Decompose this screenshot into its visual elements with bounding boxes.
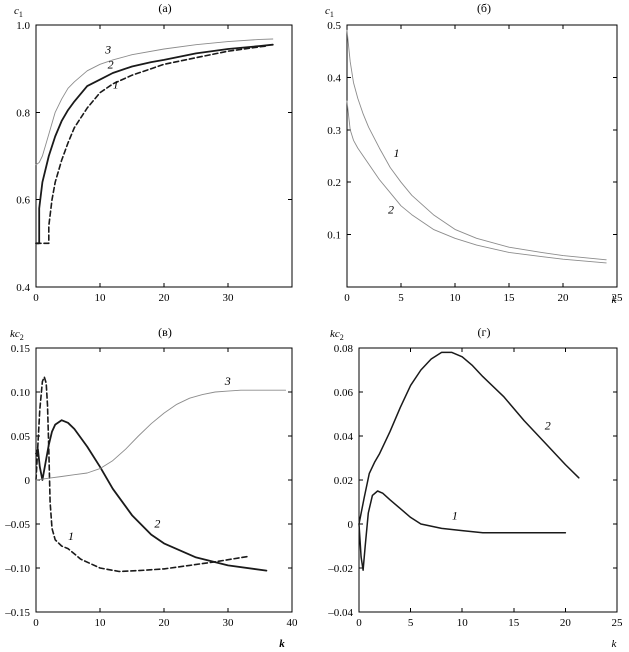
y-tick-label: 0.2: [327, 177, 341, 189]
x-tick-label: 10: [95, 292, 107, 304]
panel-title: (б): [477, 1, 491, 15]
y-tick-label: 1.0: [16, 20, 30, 32]
x-tick-label: 15: [504, 292, 516, 304]
y-tick-label: 0.5: [327, 20, 341, 32]
chart-panel-a: 0 10 20 30 0.4 0.6 0.8 1.0 (а) c1 3 2 1: [14, 1, 293, 304]
x-tick-label: 15: [508, 617, 520, 629]
series-line-2: [358, 351, 580, 525]
y-tick-label: –0.10: [4, 563, 30, 575]
y-tick-label: –0.05: [4, 519, 30, 531]
y-tick-label: 0.6: [16, 195, 30, 207]
series-line-2: [346, 100, 607, 264]
series-line-3: [35, 38, 274, 166]
x-tick-label: 5: [398, 292, 404, 304]
series-line-1: [35, 45, 268, 245]
y-tick-label: 0.4: [327, 72, 341, 84]
y-tick-label: 0.04: [334, 431, 354, 443]
panel-title: (в): [158, 325, 172, 339]
y-tick-label: 0: [25, 475, 31, 487]
y-tick-label: 0.06: [334, 387, 354, 399]
y-tick-label: 0.02: [334, 475, 353, 487]
chart-panel-c: 0 10 20 30 40 –0.15 –0.10 –0.05 0 0.05 0.10 0.15 (в)…: [4, 325, 298, 650]
curve-label-2: 2: [545, 418, 551, 432]
x-tick-label: 20: [159, 617, 171, 629]
curve-label-1: 1: [68, 529, 74, 543]
series-line-3: [35, 389, 287, 481]
series-line-1: [358, 490, 567, 571]
x-axis-label: k: [612, 294, 618, 306]
x-tick-label: 10: [457, 617, 469, 629]
curve-label-3: 3: [224, 374, 231, 388]
curve-label-2: 2: [388, 203, 394, 217]
x-tick-label: 20: [560, 617, 572, 629]
y-axis-label: kc2: [10, 328, 24, 342]
curve-label-1: 1: [393, 146, 399, 160]
y-tick-label: –0.04: [327, 607, 353, 619]
panel-title: (а): [158, 1, 171, 15]
plot-frame: [358, 347, 618, 613]
x-tick-label: 20: [558, 292, 570, 304]
curve-label-1: 1: [113, 77, 119, 91]
y-tick-label: 0.05: [11, 431, 31, 443]
x-axis-label: k: [279, 638, 285, 650]
x-tick-label: 0: [344, 292, 350, 304]
series-line-2: [35, 419, 268, 572]
x-tick-label: 0: [33, 292, 39, 304]
x-axis-label: k: [612, 638, 618, 650]
x-tick-label: 10: [95, 617, 107, 629]
y-tick-label: 0.10: [11, 387, 31, 399]
x-tick-label: 40: [287, 617, 299, 629]
plot-frame: [35, 24, 293, 288]
series-line-1: [346, 29, 607, 261]
y-tick-label: 0.8: [16, 107, 30, 119]
x-tick-label: 5: [408, 617, 414, 629]
plot-frame: [35, 347, 293, 613]
x-tick-label: 10: [450, 292, 462, 304]
x-tick-label: 25: [612, 617, 624, 629]
y-tick-label: 0.4: [16, 282, 30, 294]
curve-label-2: 2: [108, 58, 114, 72]
panel-title: (г): [478, 325, 491, 339]
x-tick-label: 25: [612, 292, 624, 304]
y-tick-label: –0.15: [4, 607, 30, 619]
x-tick-label: 20: [159, 292, 171, 304]
curve-label-1: 1: [452, 509, 458, 523]
y-tick-label: 0: [348, 519, 354, 531]
x-tick-label: 0: [33, 617, 39, 629]
x-tick-label: 30: [223, 617, 235, 629]
x-tick-label: 30: [223, 292, 235, 304]
y-axis-label: kc2: [330, 328, 344, 342]
y-tick-label: 0.3: [327, 125, 341, 137]
series-line-1: [35, 376, 248, 573]
chart-panel-d: 0 5 10 15 20 25 –0.04 –0.02 0 0.02 0.04 0.06 0.08 (г)…: [327, 325, 623, 650]
y-axis-label: c1: [14, 5, 23, 19]
series-line-2: [35, 43, 274, 245]
y-tick-label: 0.15: [11, 343, 31, 355]
y-tick-label: 0.08: [334, 343, 354, 355]
chart-panel-b: 0 5 10 15 20 25 0.1 0.2 0.3 0.4 0.5 (б) c1 k 1 2: [325, 1, 623, 306]
x-tick-label: 0: [356, 617, 362, 629]
curve-label-3: 3: [104, 42, 111, 56]
y-axis-label: c1: [325, 5, 334, 19]
y-tick-label: –0.02: [327, 563, 353, 575]
y-tick-label: 0.1: [327, 230, 341, 242]
plot-frame: [346, 24, 618, 288]
curve-label-2: 2: [154, 517, 160, 531]
